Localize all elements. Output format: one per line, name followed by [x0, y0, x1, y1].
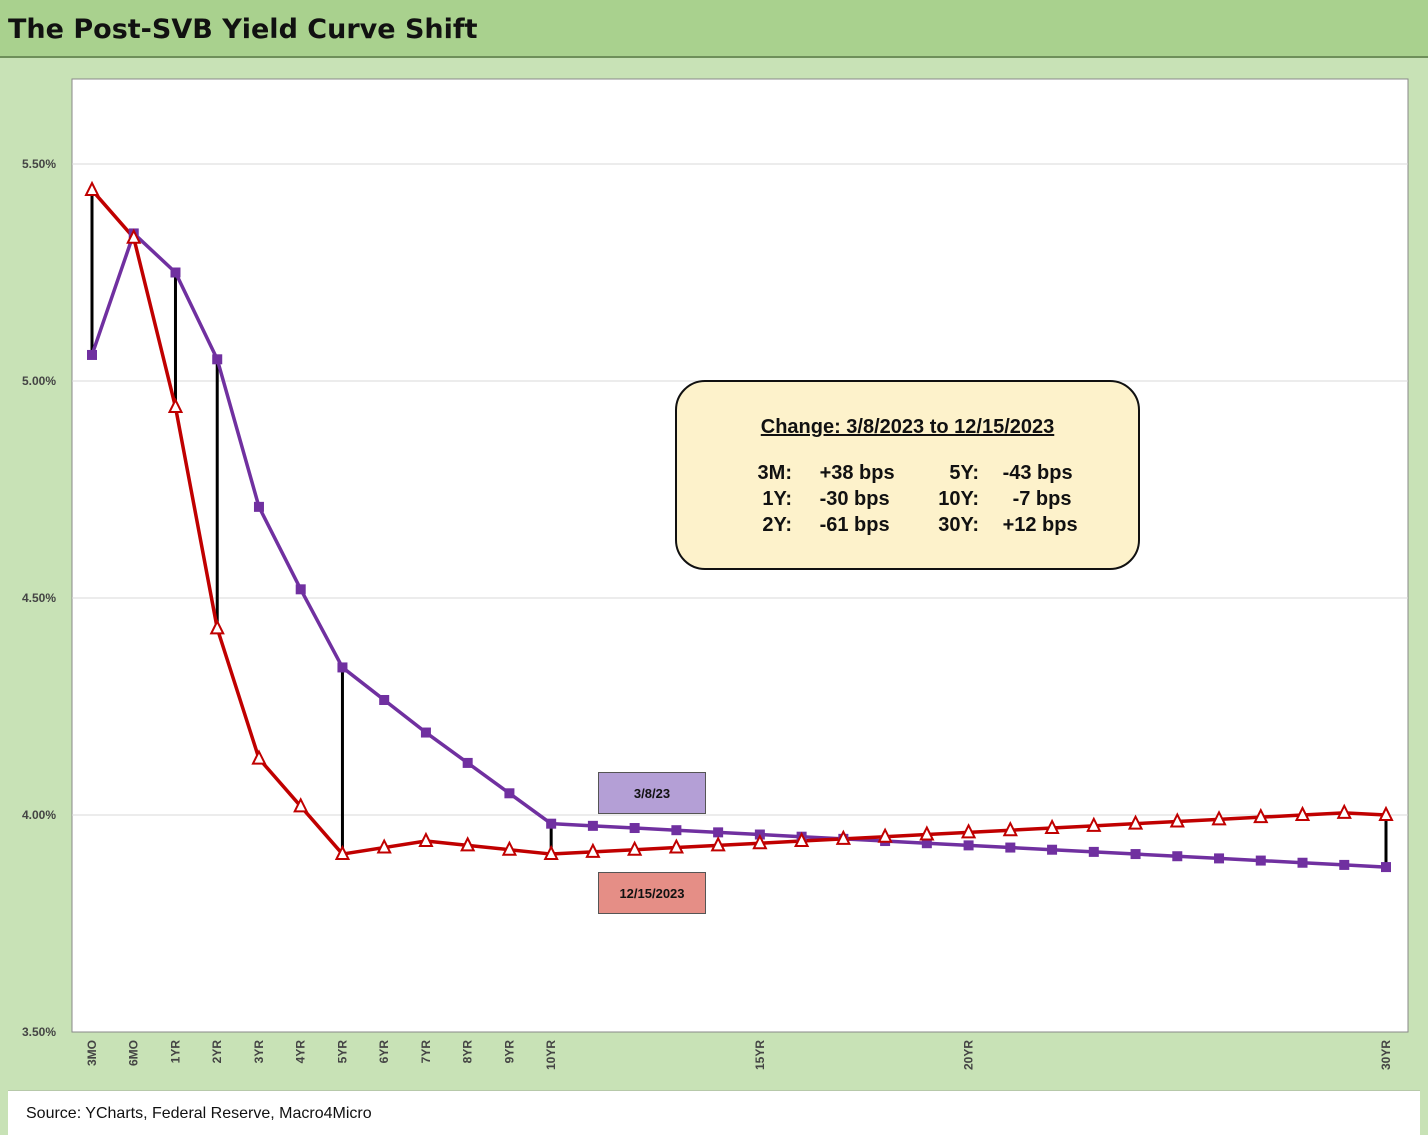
data-point-square [1130, 849, 1141, 860]
x-tick-label: 6MO [127, 1040, 141, 1066]
data-point-triangle [710, 836, 726, 852]
data-point-square [713, 827, 724, 838]
x-tick-label: 15YR [753, 1040, 767, 1070]
y-tick-label: 4.00% [22, 808, 56, 822]
data-point-triangle [418, 831, 434, 848]
x-tick-label: 1YR [168, 1040, 182, 1064]
data-point-triangle [1211, 810, 1227, 826]
data-point-square [253, 501, 264, 512]
data-point-triangle [293, 797, 309, 813]
data-point-square [1339, 859, 1350, 870]
series-label-3-8-23: 3/8/23 [598, 772, 706, 814]
x-tick-label: 20YR [962, 1040, 976, 1070]
data-point-square [1005, 842, 1016, 853]
x-tick-label: 4YR [294, 1040, 308, 1064]
data-point-square [1088, 846, 1099, 857]
y-tick-label: 5.00% [22, 374, 56, 388]
series-line-mar-2023 [90, 231, 1387, 869]
source-text: Source: YCharts, Federal Reserve, Macro4… [26, 1105, 372, 1122]
data-point-square [295, 584, 306, 595]
source-footer: Source: YCharts, Federal Reserve, Macro4… [8, 1090, 1420, 1135]
data-point-triangle [1336, 803, 1352, 819]
data-point-square [212, 354, 223, 365]
data-point-square [379, 694, 390, 705]
annotation-row-10y: 10Y: -7 bps [938, 488, 1072, 510]
data-point-square [504, 788, 515, 799]
data-point-square [963, 840, 974, 851]
data-point-triangle [1044, 818, 1060, 835]
data-point-triangle [919, 825, 935, 841]
data-point-triangle [376, 838, 392, 854]
data-point-square [1172, 851, 1183, 862]
y-tick-label: 3.50% [22, 1025, 56, 1039]
x-tick-label: 30YR [1379, 1040, 1393, 1070]
data-point-triangle [126, 228, 142, 244]
data-point-triangle [167, 397, 184, 414]
data-point-triangle [334, 844, 351, 861]
annotation-row-5y: 5Y: -43 bps [949, 462, 1073, 484]
x-tick-label: 8YR [461, 1040, 475, 1064]
data-point-triangle [251, 749, 267, 765]
data-point-triangle [752, 833, 768, 850]
data-point-square [546, 818, 557, 829]
data-point-square [337, 662, 348, 673]
data-point-square [671, 825, 682, 836]
y-tick-label: 5.50% [22, 157, 56, 171]
x-tick-label: 9YR [502, 1040, 516, 1064]
data-point-triangle [543, 844, 559, 861]
page-title: The Post-SVB Yield Curve Shift [8, 14, 478, 45]
data-point-square [170, 267, 181, 278]
data-point-triangle [1002, 820, 1018, 837]
data-point-triangle [1378, 805, 1394, 821]
y-tick-label: 4.50% [22, 591, 56, 605]
series-line-dec-2023 [90, 188, 1387, 856]
annotation-row-1y: 1Y: -30 bps [762, 488, 890, 510]
data-point-square [87, 349, 97, 360]
data-point-triangle [877, 827, 893, 843]
data-point-triangle [1169, 812, 1185, 828]
x-tick-label: 3MO [85, 1040, 99, 1066]
x-tick-label: 3YR [252, 1040, 266, 1064]
annotation-row-30y: 30Y: +12 bps [938, 514, 1078, 536]
data-point-triangle [960, 823, 977, 839]
x-tick-label: 6YR [377, 1040, 391, 1064]
data-point-square [420, 727, 431, 738]
data-point-square [1381, 862, 1391, 873]
data-point-triangle [501, 840, 518, 856]
data-point-triangle [1294, 805, 1311, 821]
data-point-square [1255, 855, 1266, 866]
data-point-square [1214, 853, 1225, 864]
x-tick-label: 5YR [335, 1040, 349, 1064]
data-point-triangle [585, 842, 601, 858]
series-label-12-15-2023: 12/15/2023 [598, 872, 706, 914]
data-point-triangle [668, 838, 685, 854]
data-point-triangle [1127, 814, 1144, 830]
data-point-triangle [627, 840, 643, 856]
data-point-square [1047, 844, 1058, 855]
data-point-triangle [1086, 816, 1102, 832]
data-point-square [921, 838, 932, 849]
title-bar: The Post-SVB Yield Curve Shift [0, 0, 1428, 58]
data-point-square [587, 820, 598, 831]
data-point-square [1297, 857, 1308, 868]
data-point-triangle [1253, 807, 1269, 824]
data-point-triangle [209, 619, 225, 635]
data-point-triangle [793, 831, 810, 848]
change-annotation-box: Change: 3/8/2023 to 12/15/2023 3M: +38 b… [675, 380, 1140, 570]
data-point-square [629, 823, 640, 834]
data-point-triangle [835, 829, 851, 845]
x-tick-label: 10YR [544, 1040, 558, 1070]
x-tick-label: 7YR [419, 1040, 433, 1064]
data-point-triangle [84, 180, 100, 197]
data-point-square [462, 757, 473, 768]
annotation-row-3m: 3M: +38 bps [757, 462, 895, 484]
annotation-row-2y: 2Y: -61 bps [762, 514, 890, 536]
annotation-title: Change: 3/8/2023 to 12/15/2023 [760, 416, 1055, 438]
data-point-triangle [460, 836, 476, 852]
x-tick-label: 2YR [210, 1040, 224, 1064]
